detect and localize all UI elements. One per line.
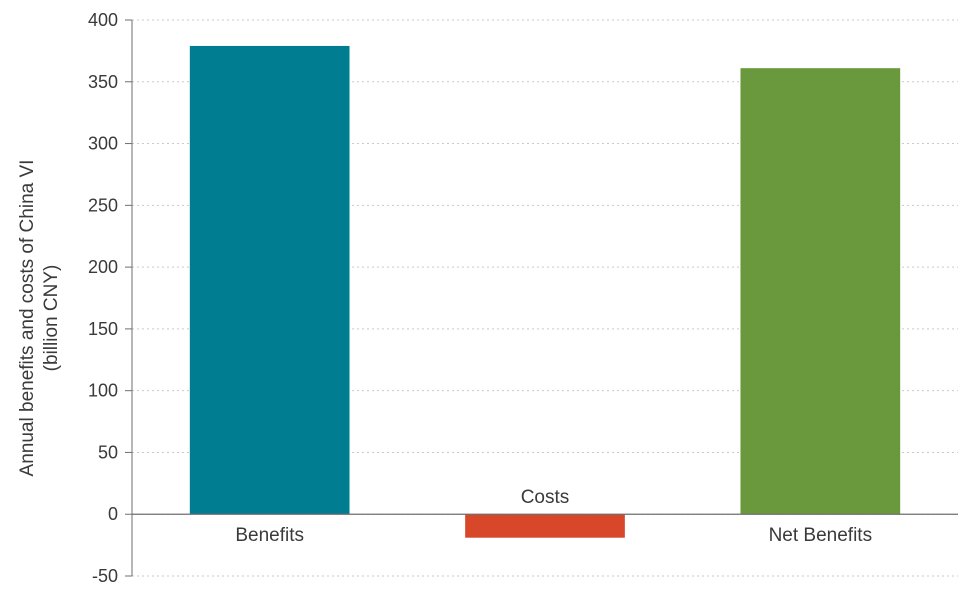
y-axis-title: Annual benefits and costs of China VI (bi…: [17, 160, 62, 477]
y-tick-label: 400: [88, 10, 118, 30]
y-tick-label: 300: [88, 134, 118, 154]
y-tick-label: 100: [88, 381, 118, 401]
axes: [125, 19, 958, 577]
category-label: Benefits: [235, 525, 304, 546]
bar-net-benefits: [740, 68, 901, 515]
y-axis-title-line: (billion CNY): [41, 265, 62, 372]
y-tick-label: 200: [88, 257, 118, 277]
bar-costs: [465, 514, 625, 538]
y-tick-label: 0: [108, 504, 118, 524]
y-tick-label: -50: [92, 566, 118, 584]
y-tick-label: 50: [98, 442, 118, 462]
labels: -50 0 50 100 150 200 250 300 350 400 Benefits Costs…: [17, 10, 873, 586]
y-tick-label: 150: [88, 319, 118, 339]
y-axis-title-line: Annual benefits and costs of China VI: [17, 160, 38, 477]
y-tick-label: 250: [88, 195, 118, 215]
y-tick-label: 350: [88, 72, 118, 92]
category-label: Net Benefits: [769, 525, 873, 546]
bar-benefits: [189, 45, 350, 515]
bars: [189, 45, 901, 538]
category-label: Costs: [521, 487, 570, 508]
